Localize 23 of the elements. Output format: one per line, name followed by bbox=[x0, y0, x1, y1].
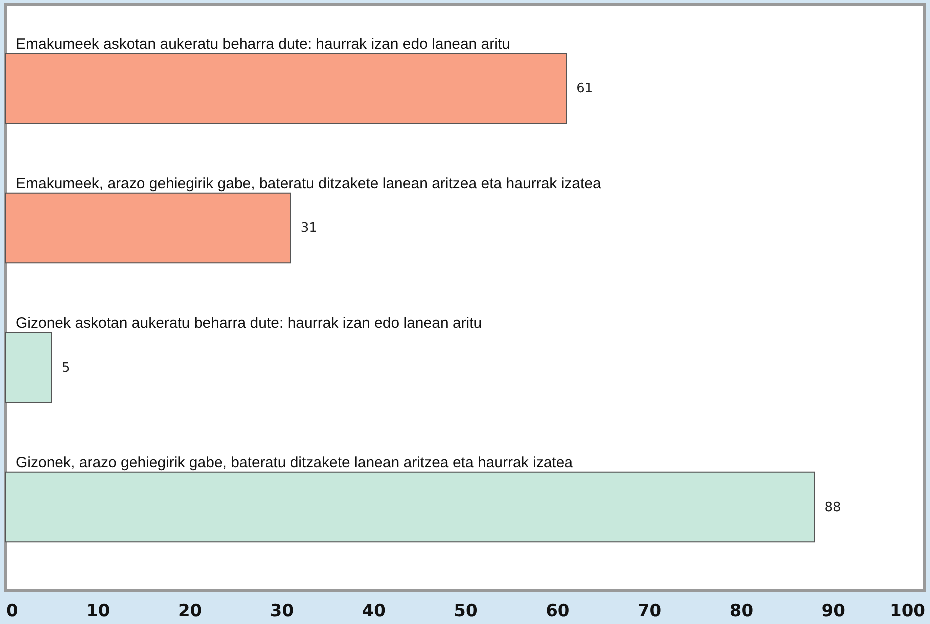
x-tick-label: 100 bbox=[890, 602, 926, 622]
x-tick-label: 60 bbox=[546, 602, 570, 622]
y-tick-label: Emakumeek, arazo gehiegirik gabe, bateratu ditzakete lanean aritzea eta haurrak izatea bbox=[16, 176, 602, 193]
bar bbox=[6, 53, 568, 124]
x-tick-label: 40 bbox=[362, 602, 386, 622]
x-tick-label: 70 bbox=[638, 602, 662, 622]
data-label: 88 bbox=[824, 500, 842, 516]
x-tick-label: 90 bbox=[822, 602, 846, 622]
x-tick-label: 50 bbox=[454, 602, 478, 622]
x-tick-label: 80 bbox=[730, 602, 754, 622]
x-tick-label: 10 bbox=[86, 602, 110, 622]
y-tick-label: Emakumeek askotan aukeratu beharra dute: haurrak izan edo lanean aritu bbox=[16, 36, 510, 54]
y-tick-label: Gizonek askotan aukeratu beharra dute: haurrak izan edo lanean aritu bbox=[16, 315, 482, 332]
x-tick-label: 0 bbox=[6, 602, 18, 622]
bar bbox=[6, 192, 292, 264]
x-tick-label: 20 bbox=[178, 602, 202, 622]
x-tick-label: 30 bbox=[270, 602, 294, 622]
data-label: 61 bbox=[576, 82, 594, 97]
data-label: 5 bbox=[62, 360, 70, 376]
y-tick-label: Gizonek, arazo gehiegirik gabe, bateratu ditzakete lanean aritzea eta haurrak izatea bbox=[16, 454, 574, 472]
data-label: 31 bbox=[300, 221, 318, 236]
bar bbox=[6, 332, 52, 404]
bar bbox=[6, 472, 816, 543]
